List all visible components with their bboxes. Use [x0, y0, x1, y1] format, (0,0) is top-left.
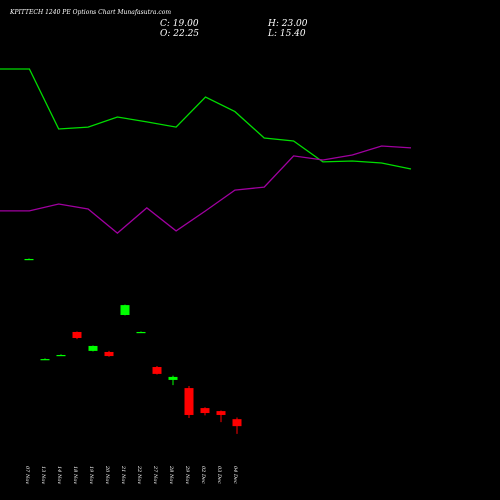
candle-body: [184, 388, 194, 415]
x-tick-label: 27 Nov: [152, 465, 158, 484]
x-tick-label: 28 Nov: [168, 465, 174, 484]
indicator-line: [0, 145, 412, 234]
candle-body: [104, 351, 114, 357]
x-tick-label: 02 Dec: [200, 466, 206, 484]
x-tick-label: 07 Nov: [24, 466, 30, 484]
close-label: C: 19.00: [160, 19, 199, 29]
indicator-line: [0, 68, 412, 170]
candle-body: [168, 376, 178, 380]
x-tick-label: 21 Nov: [120, 465, 126, 484]
open-label: O: 22.25: [160, 29, 199, 39]
x-tick-label: 20 Nov: [104, 465, 110, 484]
x-tick-label: 04 Dec: [232, 466, 238, 484]
candle-body: [152, 367, 162, 374]
candle-body: [40, 359, 50, 361]
x-tick-label: 18 Nov: [72, 466, 78, 484]
candle-body: [136, 331, 146, 334]
x-tick-label: 13 Nov: [40, 466, 46, 484]
high-label: H: 23.00: [267, 19, 308, 29]
candle-body: [72, 331, 82, 338]
chart-title: KPITTECH 1240 PE Options Chart Munafasut…: [9, 9, 171, 16]
x-tick-label: 14 Nov: [56, 466, 62, 484]
x-tick-label: 03 Dec: [216, 466, 222, 484]
low-label: L: 15.40: [267, 29, 306, 39]
candle-body: [216, 411, 226, 415]
candle-body: [24, 258, 34, 261]
x-tick-label: 19 Nov: [88, 466, 94, 484]
x-tick-label: 22 Nov: [136, 465, 142, 484]
candle-body: [56, 354, 66, 357]
candle-body: [88, 345, 98, 351]
x-tick-label: 29 Nov: [184, 465, 190, 484]
candle-body: [200, 408, 210, 414]
candle-body: [120, 305, 130, 315]
candle-body: [232, 419, 242, 427]
